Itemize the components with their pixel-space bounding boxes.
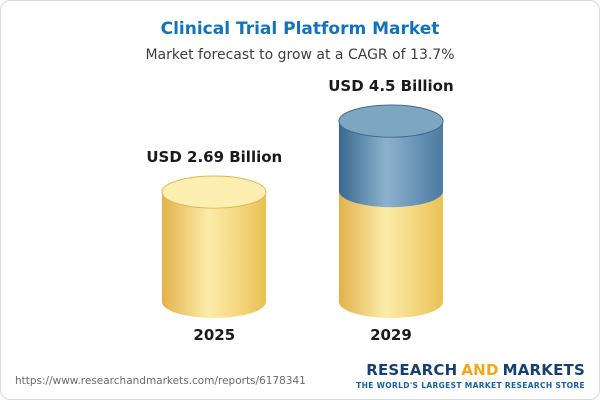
- bar-2029-cylinder-cap: [338, 104, 444, 138]
- report-url-link[interactable]: https://www.researchandmarkets.com/repor…: [15, 375, 306, 387]
- bar-2029: USD 4.5 Billion: [328, 77, 453, 344]
- bar-2029-category-label: 2029: [370, 326, 412, 344]
- bar-2029-growth-segment: [338, 121, 443, 208]
- bar-2025-cylinder: [161, 175, 267, 318]
- bar-2025-value-label: USD 2.69 Billion: [146, 148, 283, 166]
- bar-2025-cylinder-body: [162, 192, 267, 318]
- bar-2025-category-label: 2025: [193, 326, 236, 344]
- researchandmarkets-logo: RESEARCH AND MARKETS THE WORLD'S LARGEST M…: [356, 361, 585, 390]
- chart-subtitle: Market forecast to grow at a CAGR of 13.…: [145, 47, 455, 63]
- footer: https://www.researchandmarkets.com/repor…: [1, 361, 599, 399]
- chart-title: Clinical Trial Platform Market: [160, 19, 440, 39]
- logo-word-and: AND: [461, 361, 499, 379]
- logo-wordmark: RESEARCH AND MARKETS: [356, 361, 585, 379]
- logo-word-markets: MARKETS: [502, 361, 585, 379]
- bar-2029-value-label: USD 4.5 Billion: [328, 77, 454, 95]
- bar-chart: USD 2.69 Billion 2025 USD 4.5 Billion: [1, 77, 599, 344]
- bar-2029-cylinder: [338, 104, 444, 318]
- logo-word-research: RESEARCH: [366, 361, 458, 379]
- bar-2025-cylinder-cap: [161, 175, 267, 209]
- bar-2029-base-segment: [338, 191, 443, 318]
- logo-tagline: THE WORLD'S LARGEST MARKET RESEARCH STOR…: [356, 381, 585, 390]
- bar-2025: USD 2.69 Billion 2025: [146, 148, 282, 344]
